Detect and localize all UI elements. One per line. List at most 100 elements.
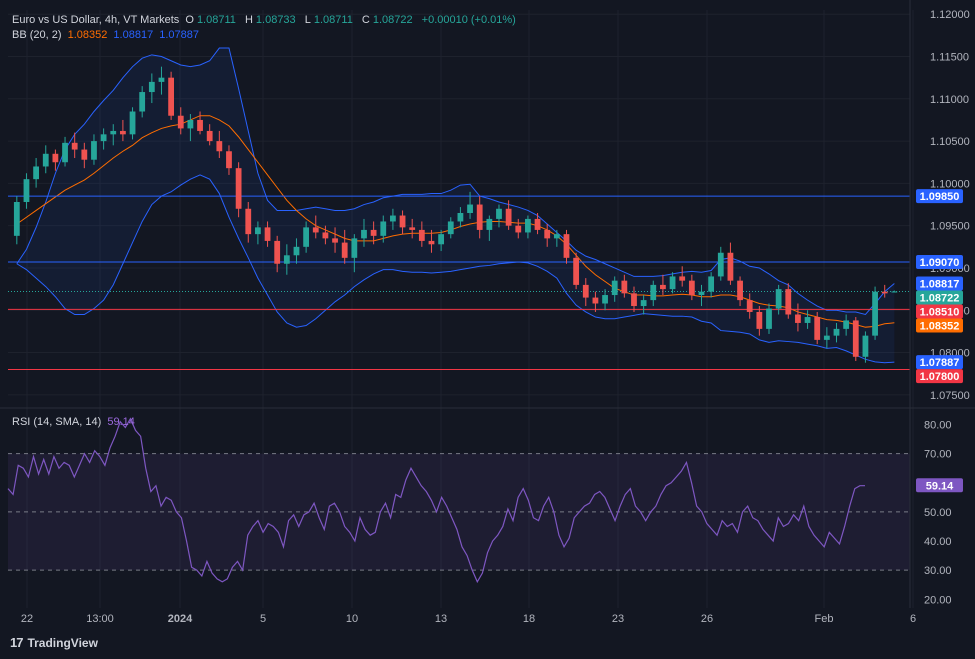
candle-body [409, 227, 416, 230]
candle-body [640, 300, 647, 307]
candle-body [187, 119, 194, 129]
price-tick-label: 1.11000 [930, 94, 969, 106]
candle-body [341, 242, 348, 258]
time-tick-label: 6 [910, 613, 916, 625]
rsi-value: 59.14 [107, 416, 135, 428]
time-tick-label: Feb [815, 613, 834, 625]
candle-body [669, 276, 676, 290]
candle-body [197, 119, 203, 131]
candle-body [631, 293, 637, 307]
candle-body [582, 284, 589, 298]
candle-body [71, 142, 78, 150]
candle-body [139, 92, 146, 112]
horizontal-levels[interactable] [8, 195, 910, 370]
candle-body [418, 229, 425, 241]
price-tag-label: 1.08510 [920, 306, 960, 318]
bb-upper-value: 1.08817 [113, 29, 154, 41]
ohlc-high: H 1.08733 [244, 14, 296, 26]
candle-body [756, 311, 763, 329]
tradingview-brand[interactable]: 17 TradingView [10, 635, 98, 650]
bb-upper-line [16, 47, 895, 316]
candle-body [245, 208, 252, 235]
time-tick-label: 13 [435, 613, 447, 625]
candle-body [91, 141, 97, 160]
bb-legend[interactable]: BB (20, 2) 1.08352 1.08817 1.07887 [12, 29, 202, 41]
candle-body [621, 280, 628, 294]
rsi-legend[interactable]: RSI (14, SMA, 14) 59.14 [12, 416, 138, 428]
candle-body [679, 276, 686, 281]
rsi-line [7, 417, 865, 584]
ohlc-low: L 1.08711 [304, 14, 353, 26]
candle-body [177, 115, 184, 129]
candle-body [447, 221, 454, 235]
symbol-title[interactable]: Euro vs US Dollar, 4h, VT Markets [12, 14, 180, 26]
candle-body [216, 141, 223, 152]
candle-body [399, 215, 406, 228]
price-tag-label: 1.09070 [920, 257, 960, 269]
ohlc-close: C 1.08722 [361, 14, 413, 26]
candle-body [168, 77, 175, 116]
rsi-tick-label: 30.00 [924, 565, 952, 577]
candle-body [727, 252, 734, 281]
candle-body [775, 289, 782, 309]
rsi-label: RSI (14, SMA, 14) [12, 416, 102, 428]
price-tag [916, 255, 963, 270]
candle-body [843, 320, 850, 329]
time-tick-label: 18 [523, 613, 535, 625]
time-tick-label: 23 [612, 613, 624, 625]
price-tag [916, 304, 963, 319]
candle-body [226, 151, 232, 169]
candle-body [486, 218, 493, 230]
candle-body [602, 295, 608, 304]
candle-body [428, 240, 435, 245]
candle-body [351, 238, 358, 258]
price-tag [916, 369, 963, 384]
rsi-tick-label: 40.00 [924, 536, 952, 548]
candle-body [534, 218, 541, 230]
candle-body [390, 215, 396, 222]
price-tag-label: 1.07800 [920, 371, 960, 383]
candle-body [62, 142, 68, 163]
candle-body [457, 212, 464, 222]
candle-body [708, 276, 715, 292]
candle-body [283, 255, 290, 264]
rsi-tick-label: 80.00 [924, 420, 952, 432]
price-tag [916, 276, 963, 291]
candle-body [42, 153, 49, 167]
price-tag [916, 290, 963, 305]
candle-body [312, 227, 319, 233]
candle-body [120, 130, 126, 135]
candle-body [746, 300, 753, 312]
time-tick-label: 13:00 [86, 613, 114, 625]
candle-body [264, 227, 271, 241]
price-tag-label: 1.08352 [920, 320, 960, 332]
rsi-tick-label: 50.00 [924, 507, 952, 519]
candle-body [158, 77, 165, 82]
candle-body [515, 225, 522, 233]
bollinger-bands [16, 47, 895, 364]
candle-body [110, 130, 117, 135]
candle-body [100, 134, 107, 142]
candle-body [380, 221, 387, 236]
candle-body [235, 168, 242, 209]
candle-body [881, 291, 888, 294]
candles [13, 66, 898, 363]
candle-body [52, 153, 59, 163]
candle-body [592, 297, 599, 304]
candle-body [573, 257, 580, 285]
rsi-value-tag-label: 59.14 [926, 480, 954, 492]
candle-body [129, 111, 136, 135]
candle-body [496, 208, 502, 219]
candle-body [467, 204, 473, 213]
time-tick-label: 10 [346, 613, 358, 625]
price-tag-label: 1.08722 [920, 292, 960, 304]
bb-fill [16, 48, 895, 363]
candle-body [737, 280, 743, 301]
tradingview-logo-icon: 17 [10, 635, 24, 650]
price-tag [916, 355, 963, 370]
price-tag-label: 1.08817 [920, 278, 960, 290]
candle-body [563, 234, 570, 258]
candle-body [814, 317, 821, 340]
